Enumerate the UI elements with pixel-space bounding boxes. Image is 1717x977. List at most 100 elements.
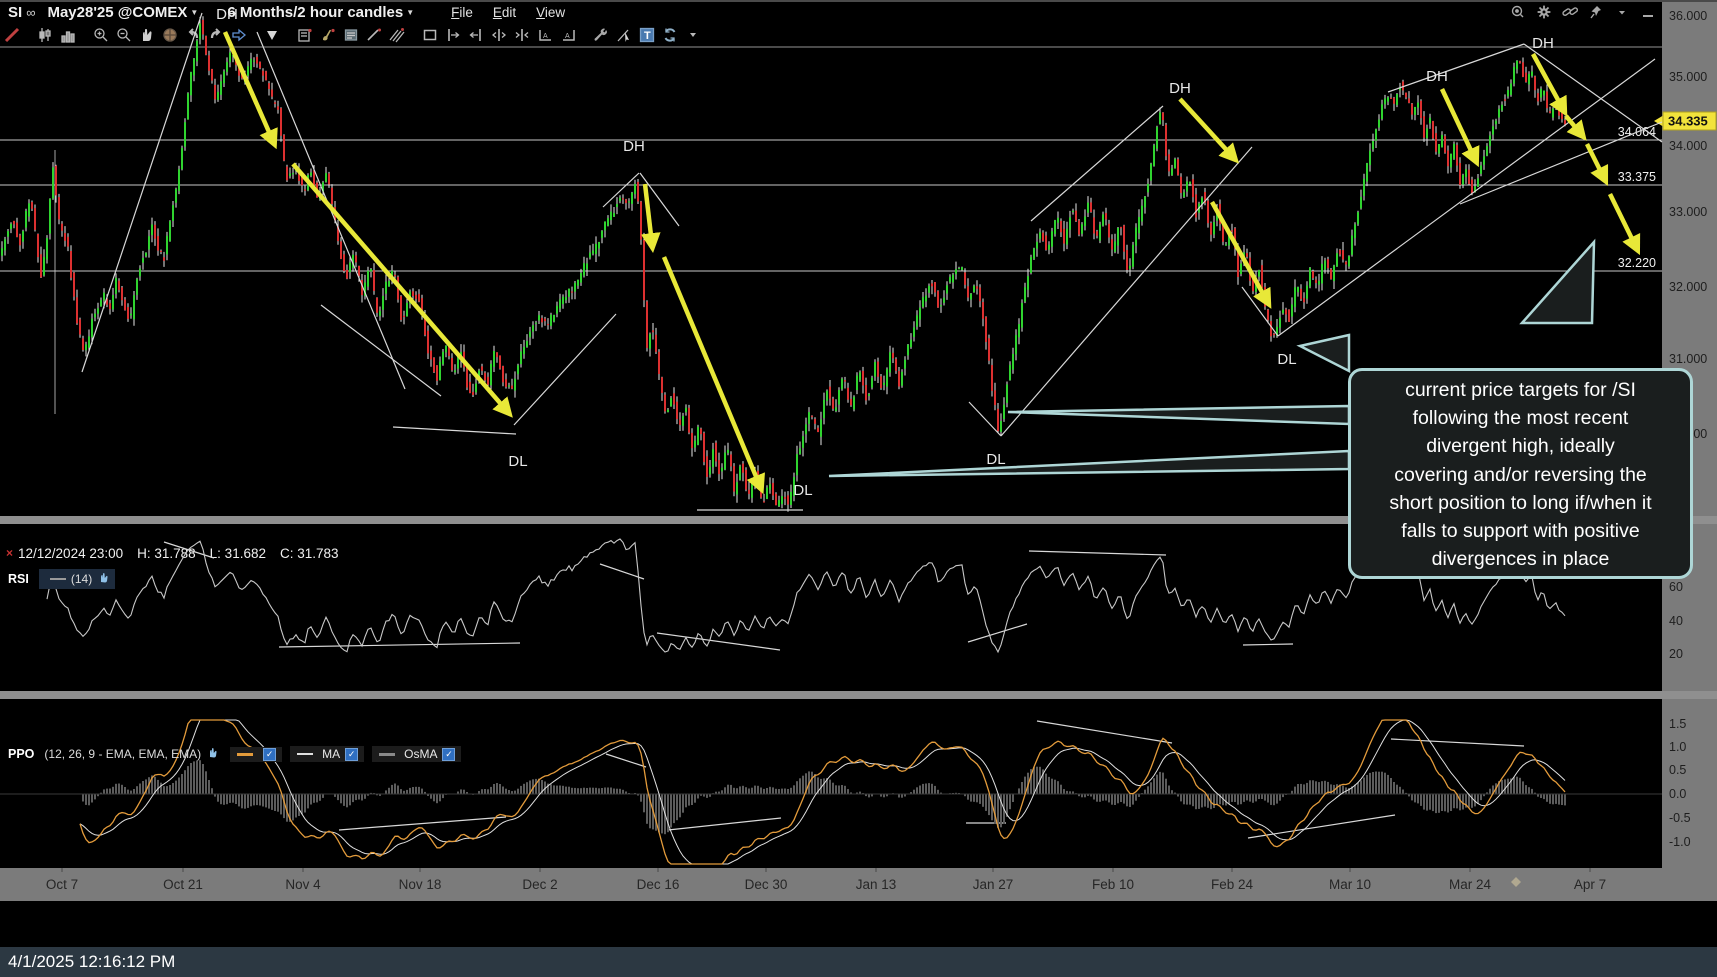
svg-text:0.5: 0.5 (1669, 763, 1686, 777)
svg-text:DH: DH (1169, 80, 1191, 97)
expand-horizontal-icon[interactable] (487, 25, 510, 45)
zoom-in-icon[interactable] (89, 25, 112, 45)
ppo-title[interactable]: PPO (8, 747, 35, 761)
bar-right-icon[interactable] (441, 25, 464, 45)
svg-text:Jan 13: Jan 13 (856, 877, 897, 892)
minimize-icon[interactable] (1635, 2, 1661, 22)
bar-close: C: 31.783 (279, 545, 339, 561)
svg-text:0.0: 0.0 (1669, 787, 1686, 801)
collapse-horizontal-icon[interactable] (510, 25, 533, 45)
rsi-param: (14) (70, 572, 93, 586)
crosshair-icon[interactable] (158, 25, 181, 45)
gear-icon[interactable] (1531, 2, 1557, 22)
ppo-osma-legend[interactable]: OsMA ✓ (372, 746, 462, 762)
redo-icon[interactable] (204, 25, 227, 45)
dropdown-caret-icon[interactable] (681, 25, 704, 45)
angle-icon[interactable]: A (533, 25, 556, 45)
svg-text:20: 20 (1669, 647, 1683, 661)
draw-pencil-icon[interactable] (0, 25, 23, 45)
candlestick-chart-icon[interactable] (33, 25, 56, 45)
ppo-plot (0, 719, 1662, 865)
ppo-ma-swatch (297, 753, 314, 755)
svg-text:35.000: 35.000 (1669, 70, 1707, 84)
note-icon[interactable] (293, 25, 316, 45)
menu-edit[interactable]: Edit (492, 4, 517, 20)
svg-text:31.000: 31.000 (1669, 352, 1707, 366)
svg-text:DH: DH (623, 138, 645, 155)
candlestick-series (1, 16, 1566, 512)
analysis-callout-note[interactable]: current price targets for /SI following … (1348, 368, 1693, 579)
zoom-out-icon[interactable] (112, 25, 135, 45)
pointer-arrow-icon[interactable] (227, 25, 250, 45)
title-bar: SI ∞ May28'25 @COMEX ▼ 6 Months/2 hour c… (0, 0, 1717, 24)
pin-caret-icon[interactable] (1609, 2, 1635, 22)
svg-text:Nov 4: Nov 4 (285, 877, 321, 892)
bar-datetime: 12/12/2024 23:00 (18, 545, 124, 561)
callout-line: divergent high, ideally (1426, 435, 1615, 458)
trendline-icon[interactable] (362, 25, 385, 45)
continuous-contract-icon: ∞ (26, 4, 36, 20)
callout-line: divergences in place (1431, 548, 1610, 571)
chat-search-icon[interactable] (1505, 2, 1531, 22)
contract-label[interactable]: May28'25 @COMEX (47, 3, 188, 21)
svg-text:Mar 24: Mar 24 (1449, 877, 1492, 892)
ppo-line-checkbox[interactable]: ✓ (263, 747, 277, 761)
svg-text:Dec 16: Dec 16 (637, 877, 680, 892)
rsi-title[interactable]: RSI (8, 572, 29, 586)
text-tool-icon[interactable]: T (635, 25, 658, 45)
down-triangle-icon[interactable] (260, 25, 283, 45)
ppo-line-swatch (237, 752, 254, 756)
menu-file[interactable]: File (451, 4, 473, 20)
ppo-osma-label: OsMA (404, 747, 438, 761)
svg-text:DL: DL (508, 453, 527, 470)
ppo-osma-checkbox[interactable]: ✓ (442, 747, 456, 761)
svg-text:DL: DL (986, 451, 1005, 468)
ppo-ma-legend[interactable]: MA ✓ (290, 746, 365, 762)
callout-line: covering and/or reversing the (1394, 463, 1647, 486)
svg-text:Dec 2: Dec 2 (522, 877, 557, 892)
bar-chart-icon[interactable] (56, 25, 79, 45)
interval-dropdown-icon[interactable]: ▼ (406, 7, 415, 17)
svg-text:34.000: 34.000 (1669, 139, 1707, 153)
bar-left-icon[interactable] (464, 25, 487, 45)
rsi-pane-header: RSI (14) (0, 569, 121, 589)
svg-text:1.5: 1.5 (1669, 717, 1686, 731)
pan-hand-icon[interactable] (135, 25, 158, 45)
rsi-line-swatch (49, 578, 66, 580)
brush-icon[interactable] (316, 25, 339, 45)
svg-text:A: A (543, 33, 548, 40)
multiline-icon[interactable] (385, 25, 408, 45)
refresh-icon[interactable] (658, 25, 681, 45)
svg-text:A: A (565, 33, 570, 40)
layers-icon[interactable] (339, 25, 362, 45)
ppo-param: (12, 26, 9 - EMA, EMA, EMA) (44, 747, 202, 761)
svg-text:Mar 10: Mar 10 (1329, 877, 1371, 892)
pin-icon[interactable] (1583, 2, 1609, 22)
arrow-annotations[interactable] (222, 31, 1641, 495)
svg-text:DH: DH (216, 6, 238, 23)
svg-text:1.0: 1.0 (1669, 740, 1686, 754)
svg-text:40: 40 (1669, 614, 1683, 628)
ppo-line-legend[interactable]: ✓ (230, 746, 283, 762)
cursor-line-icon[interactable] (612, 25, 635, 45)
rectangle-icon[interactable] (418, 25, 441, 45)
ppo-osma-swatch (379, 752, 396, 756)
svg-text:Jan 27: Jan 27 (973, 877, 1014, 892)
symbol-dropdown-icon[interactable]: ▼ (190, 7, 199, 17)
link-icon[interactable] (1557, 2, 1583, 22)
bar-low: L: 31.682 (209, 545, 266, 561)
ppo-ma-checkbox[interactable]: ✓ (345, 747, 359, 761)
menu-view[interactable]: View (536, 4, 566, 20)
rsi-settings-chip[interactable]: (14) (38, 569, 116, 589)
wrench-icon[interactable] (589, 25, 612, 45)
svg-text:Nov 18: Nov 18 (399, 877, 442, 892)
svg-text:Feb 10: Feb 10 (1092, 877, 1134, 892)
callout-line: short position to long if/when it (1389, 491, 1652, 514)
symbol-label[interactable]: SI (8, 3, 23, 21)
interval-selector[interactable]: 6 Months/2 hour candles (227, 3, 404, 21)
angle2-icon[interactable]: A (556, 25, 579, 45)
date-axis[interactable]: Oct 7 Oct 21 Nov 4 Nov 18 Dec 2 Dec 16 Dec 30 J… (46, 868, 1606, 892)
svg-text:33.375: 33.375 (1618, 170, 1656, 184)
